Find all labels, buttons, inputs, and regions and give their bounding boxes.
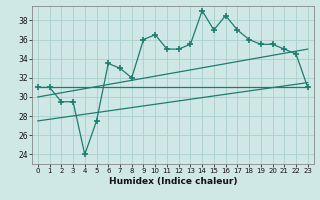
X-axis label: Humidex (Indice chaleur): Humidex (Indice chaleur): [108, 177, 237, 186]
